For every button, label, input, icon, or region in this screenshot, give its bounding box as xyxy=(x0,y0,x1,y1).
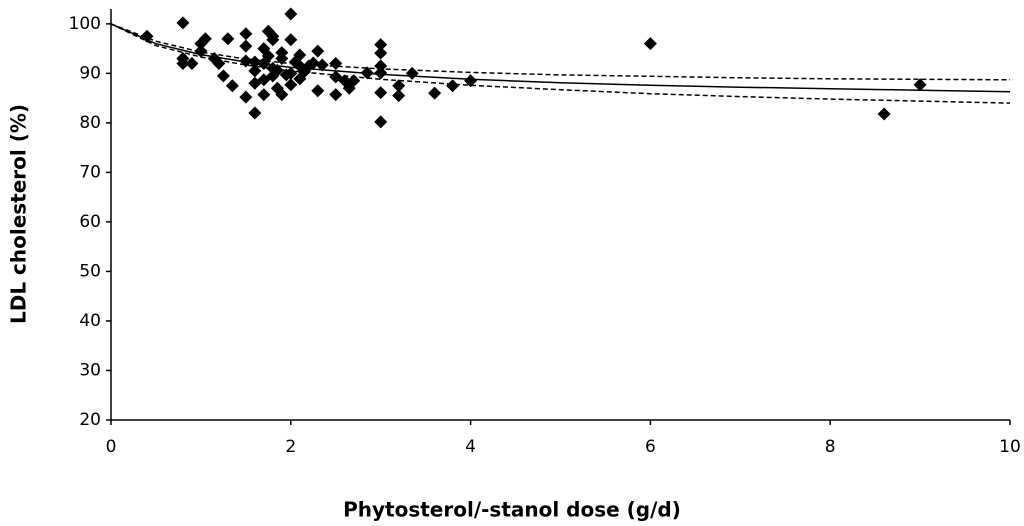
point xyxy=(293,48,307,62)
point xyxy=(446,79,460,93)
y-tick-label: 20 xyxy=(79,410,101,430)
point xyxy=(464,74,478,88)
point xyxy=(266,69,280,83)
point xyxy=(374,66,388,80)
point xyxy=(284,7,298,21)
point xyxy=(194,44,208,58)
point xyxy=(315,58,329,72)
point xyxy=(176,52,190,66)
point xyxy=(311,84,325,98)
point xyxy=(239,90,253,104)
point xyxy=(913,78,927,92)
y-tick-label: 80 xyxy=(79,113,101,133)
x-tick-label: 0 xyxy=(106,437,117,457)
point xyxy=(311,44,325,58)
point xyxy=(284,78,298,92)
point xyxy=(248,64,262,78)
point xyxy=(329,56,343,70)
point xyxy=(185,56,199,70)
y-tick-label: 70 xyxy=(79,162,101,182)
point xyxy=(374,115,388,129)
x-tick-label: 10 xyxy=(999,437,1021,457)
point xyxy=(225,79,239,93)
point xyxy=(248,76,262,90)
point xyxy=(261,24,275,38)
x-tick-label: 6 xyxy=(645,437,656,457)
y-tick-label: 30 xyxy=(79,360,101,380)
point xyxy=(257,42,271,56)
point xyxy=(176,16,190,30)
point xyxy=(266,29,280,43)
x-tick-label: 4 xyxy=(465,437,476,457)
point xyxy=(293,59,307,73)
point xyxy=(239,39,253,53)
point xyxy=(275,88,289,102)
y-tick-label: 100 xyxy=(69,14,101,34)
point xyxy=(329,88,343,102)
point xyxy=(239,54,253,68)
point xyxy=(374,38,388,52)
point xyxy=(643,37,657,51)
point xyxy=(248,55,262,69)
point xyxy=(374,59,388,73)
point xyxy=(405,66,419,80)
point xyxy=(257,56,271,70)
point xyxy=(877,107,891,121)
point xyxy=(284,33,298,47)
x-tick-label: 2 xyxy=(285,437,296,457)
point xyxy=(428,86,442,100)
point xyxy=(198,32,212,46)
point xyxy=(257,88,271,102)
y-tick-label: 60 xyxy=(79,212,101,232)
y-tick-label: 90 xyxy=(79,63,101,83)
x-tick-label: 8 xyxy=(825,437,836,457)
y-tick-label: 50 xyxy=(79,261,101,281)
point xyxy=(302,59,316,73)
point xyxy=(239,27,253,41)
point xyxy=(212,56,226,70)
x-axis-label: Phytosterol/-stanol dose (g/d) xyxy=(343,498,681,522)
point xyxy=(347,74,361,88)
point xyxy=(248,106,262,120)
point xyxy=(275,46,289,60)
y-tick-label: 40 xyxy=(79,311,101,331)
confidence-line xyxy=(110,23,1011,81)
point xyxy=(221,32,235,46)
point xyxy=(284,66,298,80)
y-axis-label: LDL cholesterol (%) xyxy=(7,104,31,324)
point xyxy=(306,56,320,70)
point xyxy=(392,89,406,103)
point xyxy=(216,69,230,83)
point xyxy=(374,46,388,60)
point xyxy=(392,79,406,93)
point xyxy=(266,61,280,75)
point xyxy=(374,86,388,100)
point xyxy=(360,66,374,80)
point xyxy=(140,29,154,43)
